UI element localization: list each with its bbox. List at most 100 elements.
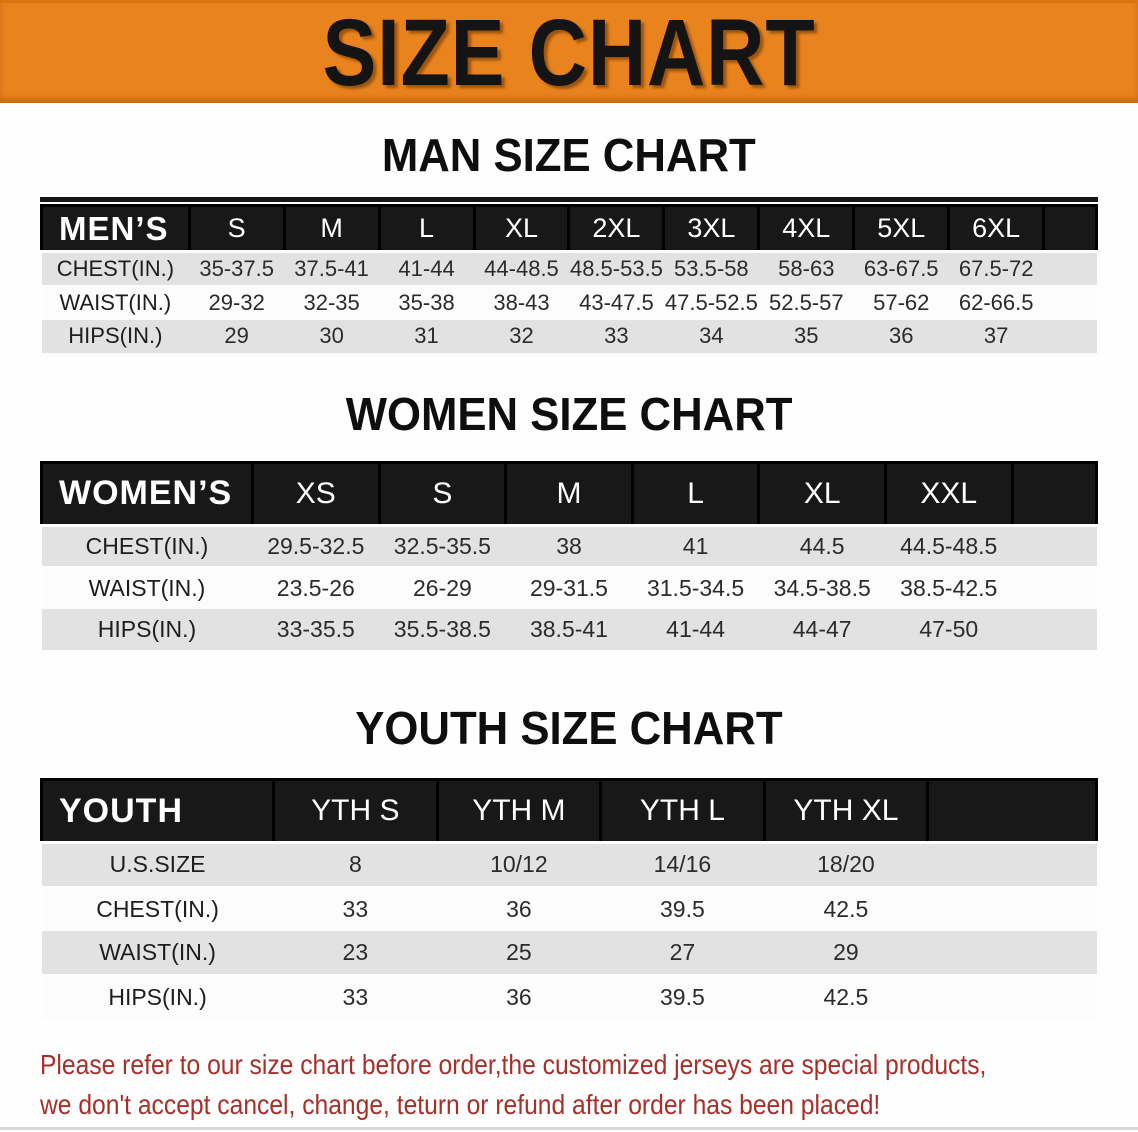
size-value-cell: 31 (379, 319, 475, 355)
women-section-heading: WOMEN SIZE CHART (345, 387, 793, 440)
size-value-cell: 26-29 (379, 567, 506, 609)
size-value-cell: 14/16 (600, 842, 765, 888)
disclaimer-line-2: we don't accept cancel, change, teturn o… (40, 1088, 881, 1120)
size-column-header: L (377, 204, 476, 253)
size-table: WOMEN’S XS S M L XL XXL CHEST(IN.) 29.5-32.5 32.5… (40, 460, 1099, 652)
size-value-cell: 63-67.5 (853, 251, 949, 287)
size-value-cell: 34 (663, 319, 759, 355)
size-value-cell: 38.5-41 (505, 609, 633, 652)
size-column-header: S (187, 204, 286, 253)
size-column-header: 5XL (852, 204, 951, 253)
size-column-header: 6XL (947, 204, 1046, 253)
row-label: HIPS(IN.) (41, 319, 190, 355)
size-value-cell: 35-37.5 (189, 251, 285, 287)
row-label: WAIST(IN.) (41, 285, 190, 320)
table-row: WAIST(IN.) 29-32 32-35 35-38 38-43 43-47.5 47.… (41, 285, 1097, 320)
row-label: HIPS(IN.) (41, 609, 253, 652)
women-section: WOMEN SIZE CHART WOMEN’S XS S M L XL XXL CHEST(… (0, 355, 1138, 652)
size-column-header: 3XL (662, 204, 761, 253)
row-label: HIPS(IN.) (41, 974, 274, 1019)
table-row: HIPS(IN.) 29 30 31 32 33 34 35 36 37 (41, 319, 1097, 355)
men-size-table: MEN’S S M L XL 2XL 3XL 4XL 5XL 6XL CHEST(IN.) 35-37… (40, 197, 1098, 355)
row-spacer-cell (1012, 609, 1097, 652)
size-value-cell: 39.5 (600, 886, 765, 931)
size-value-cell: 39.5 (600, 974, 765, 1019)
row-spacer-cell (1043, 251, 1097, 287)
table-row: WAIST(IN.) 23 25 27 29 (41, 930, 1097, 976)
table-header-row: MEN’S S M L XL 2XL 3XL 4XL 5XL 6XL (40, 204, 1098, 253)
table-row: CHEST(IN.) 33 36 39.5 42.5 (41, 886, 1097, 931)
size-value-cell: 33-35.5 (252, 609, 380, 652)
row-spacer-cell (1043, 285, 1097, 320)
size-value-cell: 36 (853, 319, 949, 355)
size-value-cell: 62-66.5 (948, 285, 1044, 320)
size-value-cell: 41-44 (379, 251, 475, 287)
table-row: CHEST(IN.) 35-37.5 37.5-41 41-44 44-48.5 48.5… (41, 251, 1097, 287)
youth-section-heading: YOUTH SIZE CHART (355, 702, 783, 754)
size-value-cell: 38 (505, 525, 633, 568)
size-column-header: L (630, 460, 761, 527)
row-label: CHEST(IN.) (41, 886, 274, 931)
table-title-cell: MEN’S (40, 204, 191, 253)
size-value-cell: 38.5-42.5 (885, 567, 1013, 609)
row-label: WAIST(IN.) (41, 567, 253, 609)
size-value-cell: 33 (568, 319, 664, 355)
disclaimer-note: Please refer to our size chart before or… (40, 1045, 1138, 1125)
table-row: WAIST(IN.) 23.5-26 26-29 29-31.5 31.5-34.5 34… (41, 567, 1097, 609)
size-value-cell: 35 (758, 319, 854, 355)
size-value-cell: 32-35 (284, 285, 380, 320)
size-value-cell: 38-43 (474, 285, 569, 320)
table-header-row: YOUTH YTH S YTH M YTH L YTH XL (39, 778, 1098, 844)
size-column-header: YTH S (272, 778, 439, 844)
size-value-cell: 47.5-52.5 (663, 285, 759, 320)
row-spacer-cell (927, 974, 1097, 1019)
banner: SIZE CHART (0, 0, 1138, 103)
size-value-cell: 43-47.5 (568, 285, 664, 320)
size-value-cell: 44.5-48.5 (885, 525, 1013, 568)
header-spacer-cell (927, 778, 1098, 844)
size-value-cell: 23 (273, 930, 438, 976)
size-column-header: M (504, 460, 634, 527)
size-value-cell: 41-44 (632, 609, 759, 652)
size-value-cell: 36 (437, 974, 601, 1019)
banner-title: SIZE CHART (322, 0, 816, 106)
women-size-table: WOMEN’S XS S M L XL XXL CHEST(IN.) 29.5-32.5 32.5… (40, 460, 1099, 652)
size-value-cell: 42.5 (764, 974, 928, 1019)
table-title-cell: WOMEN’S (40, 460, 254, 527)
size-value-cell: 32 (474, 319, 569, 355)
men-section: MAN SIZE CHART MEN’S S M L XL 2XL 3XL 4XL 5XL 6XL… (0, 103, 1138, 355)
size-column-header: 4XL (757, 204, 856, 253)
size-value-cell: 34.5-38.5 (758, 567, 886, 609)
size-column-header: XXL (883, 460, 1014, 527)
row-label: WAIST(IN.) (41, 930, 274, 976)
table-row: HIPS(IN.) 33-35.5 35.5-38.5 38.5-41 41-44 44-… (41, 609, 1097, 652)
table-title-cell: YOUTH (39, 778, 276, 844)
size-value-cell: 53.5-58 (663, 251, 759, 287)
size-value-cell: 29-31.5 (505, 567, 633, 609)
size-value-cell: 25 (437, 930, 601, 976)
size-column-header: M (282, 204, 381, 253)
row-spacer-cell (1012, 567, 1097, 609)
size-value-cell: 36 (437, 886, 601, 931)
size-table: YOUTH YTH S YTH M YTH L YTH XL U.S.SIZE 8 10/12… (39, 778, 1098, 1019)
table-row: U.S.SIZE 8 10/12 14/16 18/20 (41, 842, 1097, 888)
size-value-cell: 67.5-72 (948, 251, 1044, 287)
youth-section: YOUTH SIZE CHART YOUTH YTH S YTH M YTH L YTH… (0, 652, 1138, 1019)
row-spacer-cell (927, 842, 1097, 888)
row-label: CHEST(IN.) (41, 525, 253, 568)
men-section-heading: MAN SIZE CHART (382, 129, 756, 181)
size-value-cell: 18/20 (764, 842, 928, 888)
row-label: CHEST(IN.) (41, 251, 190, 287)
size-value-cell: 27 (600, 930, 765, 976)
size-value-cell: 44-47 (758, 609, 886, 652)
size-value-cell: 31.5-34.5 (632, 567, 759, 609)
row-spacer-cell (1012, 525, 1097, 568)
size-value-cell: 44.5 (758, 525, 886, 568)
size-value-cell: 32.5-35.5 (379, 525, 506, 568)
size-value-cell: 42.5 (764, 886, 928, 931)
youth-size-table: YOUTH YTH S YTH M YTH L YTH XL U.S.SIZE 8 10/12… (39, 778, 1098, 1019)
row-spacer-cell (1043, 319, 1097, 355)
size-value-cell: 41 (632, 525, 759, 568)
row-spacer-cell (927, 930, 1097, 976)
size-value-cell: 10/12 (437, 842, 601, 888)
